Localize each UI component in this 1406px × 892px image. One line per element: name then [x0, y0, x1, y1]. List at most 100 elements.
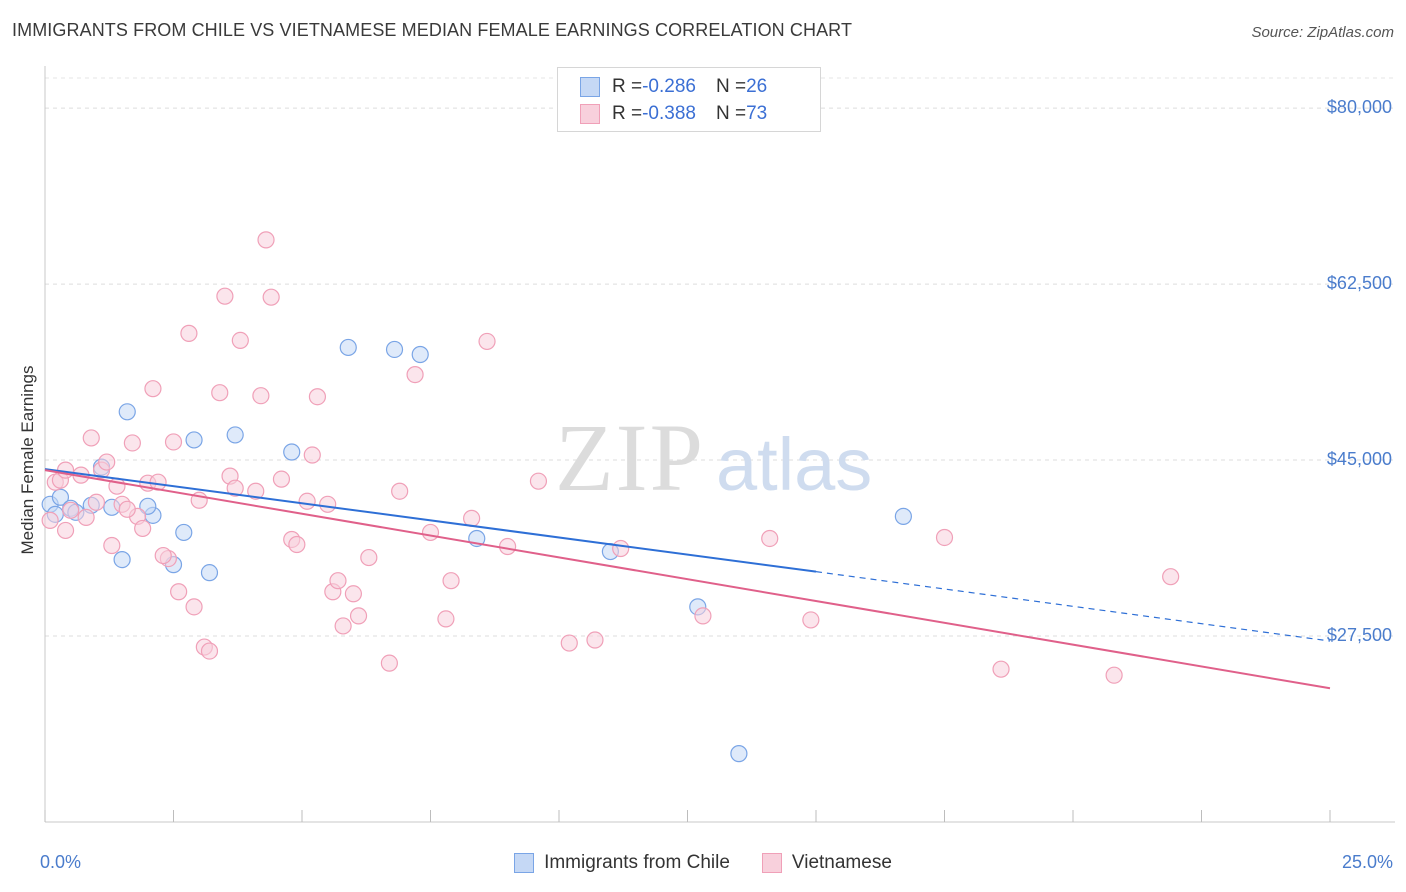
trend-line-vietnamese [44, 469, 1331, 690]
point-chile [51, 488, 70, 506]
point-vietnamese [308, 388, 327, 406]
point-vietnamese [164, 433, 183, 451]
point-vietnamese [82, 429, 100, 447]
point-vietnamese [134, 519, 152, 538]
legend-swatch-vietnamese [580, 104, 600, 124]
legend-n-value: 73 [746, 103, 768, 124]
legend-r-label: R = [612, 103, 643, 124]
source-label: Source: ZipAtlas.com [1251, 24, 1394, 41]
watermark-zip: ZIP [555, 404, 705, 511]
point-chile [113, 550, 131, 569]
point-vietnamese [123, 434, 141, 452]
point-vietnamese [344, 585, 362, 603]
series-label-chile: Immigrants from Chile [544, 852, 730, 873]
point-vietnamese [200, 642, 219, 660]
point-vietnamese [303, 446, 321, 464]
watermark: ZIP atlas [555, 404, 872, 511]
point-vietnamese [98, 453, 116, 471]
point-vietnamese [118, 500, 136, 518]
legend-n-value: 26 [746, 76, 768, 97]
series-swatch-chile [514, 853, 535, 873]
legend-r-value: -0.286 [642, 76, 696, 97]
point-vietnamese [992, 660, 1010, 678]
point-vietnamese [211, 384, 229, 402]
legend-row-vietnamese: R = -0.388 N = 73 [580, 102, 767, 126]
point-vietnamese [421, 523, 440, 542]
axes [44, 66, 1395, 823]
point-vietnamese [185, 598, 203, 616]
trend-lines [44, 468, 1331, 690]
series-label-vietnamese: Vietnamese [791, 852, 892, 873]
point-vietnamese [442, 572, 460, 590]
point-vietnamese [272, 470, 291, 488]
point-vietnamese [391, 482, 409, 500]
point-chile [226, 426, 244, 444]
y-tick-label: $27,500 [1326, 625, 1392, 645]
point-chile [385, 340, 404, 359]
watermark-atlas: atlas [716, 423, 872, 506]
point-vietnamese [170, 583, 188, 601]
point-vietnamese [1162, 568, 1180, 586]
point-vietnamese [77, 508, 95, 526]
point-vietnamese [257, 231, 275, 249]
x-tick-label-max: 25.0% [1341, 852, 1393, 872]
legend-swatch-chile [580, 77, 600, 97]
point-vietnamese [298, 492, 316, 510]
point-vietnamese [247, 482, 265, 500]
legend-r-label: R = [612, 76, 643, 97]
data-points [41, 231, 1180, 763]
point-vietnamese [612, 539, 630, 558]
point-vietnamese [380, 654, 398, 672]
point-chile [185, 431, 203, 449]
point-vietnamese [560, 634, 578, 652]
series-swatch-vietnamese [761, 853, 782, 873]
legend-r-value: -0.388 [642, 103, 696, 124]
point-vietnamese [802, 611, 820, 629]
point-chile [730, 745, 748, 763]
trend-line-chile [44, 468, 817, 573]
point-vietnamese [87, 493, 106, 511]
point-vietnamese [360, 548, 378, 567]
point-vietnamese [319, 495, 337, 513]
point-vietnamese [529, 472, 548, 490]
point-chile [139, 497, 157, 515]
point-vietnamese [41, 511, 59, 529]
point-chile [200, 564, 219, 582]
point-vietnamese [1105, 666, 1123, 684]
point-vietnamese [144, 380, 162, 398]
y-tick-label: $45,000 [1326, 449, 1392, 470]
series-legend-vietnamese: Vietnamese [761, 852, 892, 874]
chart-title: IMMIGRANTS FROM CHILE VS VIETNAMESE MEDI… [12, 20, 853, 40]
point-vietnamese [252, 387, 270, 405]
y-tick-label: $62,500 [1326, 273, 1392, 294]
point-vietnamese [262, 288, 280, 306]
point-chile [411, 345, 429, 364]
point-vietnamese [329, 572, 347, 590]
point-chile [339, 338, 357, 357]
point-vietnamese [231, 331, 249, 350]
series-legend: Immigrants from Chile Vietnamese [0, 852, 1406, 874]
point-vietnamese [56, 521, 75, 540]
point-vietnamese [935, 528, 954, 547]
point-vietnamese [586, 631, 604, 649]
point-vietnamese [62, 501, 80, 519]
legend-row-chile: R = -0.286 N = 26 [580, 75, 767, 99]
y-tick-label: $80,000 [1326, 97, 1392, 118]
series-legend-chile: Immigrants from Chile [514, 852, 730, 874]
point-vietnamese [288, 535, 306, 554]
point-chile [894, 507, 912, 525]
point-vietnamese [154, 546, 172, 565]
point-chile [175, 523, 193, 542]
x-tick-label-min: 0.0% [40, 852, 82, 872]
trend-line-chile-extension [815, 571, 1331, 642]
point-vietnamese [334, 617, 352, 635]
point-vietnamese [103, 536, 121, 555]
gridlines [45, 77, 1395, 637]
point-vietnamese [406, 365, 424, 384]
point-chile [118, 403, 136, 421]
point-vietnamese [499, 537, 517, 556]
point-vietnamese [478, 332, 496, 351]
point-vietnamese [437, 610, 455, 628]
point-vietnamese [761, 529, 779, 548]
